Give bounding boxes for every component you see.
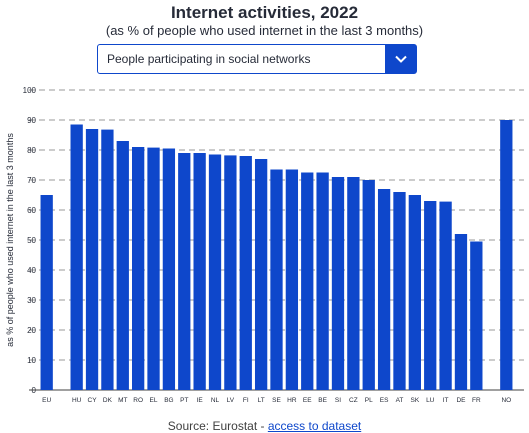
x-tick-label: ES (380, 397, 389, 404)
bar-lv (224, 155, 237, 390)
x-tick-label: LT (258, 397, 265, 404)
y-tick-label: 90 (27, 116, 36, 125)
x-tick-label: LV (227, 397, 235, 404)
bar-fr (470, 241, 483, 390)
chevron-down-icon (394, 55, 407, 63)
x-tick-label: HR (287, 397, 297, 404)
x-tick-label: LU (426, 397, 435, 404)
x-tick-label: IE (197, 397, 204, 404)
dropdown-toggle-button[interactable] (385, 45, 416, 73)
y-tick-label: 100 (23, 86, 37, 95)
x-tick-label: NL (211, 397, 220, 404)
bar-it (439, 201, 452, 390)
x-tick-label: RO (133, 397, 143, 404)
x-tick-label: AT (396, 397, 404, 404)
bar-cz (347, 177, 360, 390)
x-tick-label: EL (150, 397, 158, 404)
x-tick-label: HU (72, 397, 82, 404)
x-tick-label: PT (180, 397, 188, 404)
bar-pl (362, 180, 375, 390)
bar-sk (408, 195, 421, 390)
bar-ro (132, 147, 145, 390)
bar-se (270, 169, 283, 390)
x-tick-label: MT (118, 397, 127, 404)
x-tick-label: PL (365, 397, 373, 404)
x-tick-label: CY (88, 397, 98, 404)
x-tick-label: EE (303, 397, 312, 404)
indicator-dropdown-value[interactable]: People participating in social networks (107, 52, 311, 66)
source-note: Source: Eurostat - access to dataset (0, 419, 529, 433)
indicator-dropdown[interactable]: People participating in social networks (97, 44, 417, 74)
bar-nl (208, 154, 222, 390)
chart-title: Internet activities, 2022 (170, 3, 359, 22)
x-tick-label: BE (318, 397, 327, 404)
x-tick-label: IT (443, 397, 449, 404)
x-tick-label: EU (42, 397, 51, 404)
bar-hr (285, 169, 299, 390)
bar-de (454, 234, 468, 390)
x-tick-label: DE (456, 397, 466, 404)
y-tick-label: 80 (27, 146, 36, 155)
x-tick-label: NO (501, 397, 511, 404)
x-tick-label: CZ (349, 397, 358, 404)
y-tick-label: 60 (27, 206, 36, 215)
bar-hu (70, 124, 83, 390)
bar-be (316, 172, 329, 390)
x-tick-label: SE (272, 397, 281, 404)
bar-ee (301, 172, 314, 390)
bar-fi (239, 156, 252, 390)
bar-no (500, 120, 513, 390)
x-tick-label: SK (411, 397, 420, 404)
y-axis-title: as % of people who used internet in the … (5, 133, 15, 347)
x-tick-label: SI (335, 397, 341, 404)
y-tick-label: 40 (27, 266, 36, 275)
x-tick-label: BG (164, 397, 173, 404)
source-text: Source: Eurostat - (167, 419, 268, 433)
y-tick-label: 30 (27, 296, 36, 305)
bar-ie (193, 153, 206, 390)
bar-dk (101, 129, 114, 390)
x-tick-label: FR (472, 397, 481, 404)
bar-bg (162, 148, 176, 390)
y-tick-label: 50 (27, 236, 36, 245)
bar-mt (116, 141, 129, 390)
bar-pt (178, 153, 191, 390)
x-tick-label: DK (103, 397, 113, 404)
chart-subtitle: (as % of people who used internet in the… (105, 23, 424, 38)
bar-at (393, 192, 406, 390)
y-tick-label: 20 (27, 326, 36, 335)
bar-el (147, 147, 160, 390)
bar-es (377, 189, 391, 390)
bar-lt (254, 159, 268, 390)
bar-cy (85, 129, 99, 390)
x-tick-label: FI (243, 397, 249, 404)
access-dataset-link[interactable]: access to dataset (267, 419, 362, 433)
y-tick-label: 10 (27, 356, 36, 365)
bar-eu (40, 195, 53, 390)
bar-chart: 0102030405060708090100as % of people who… (5, 86, 524, 404)
y-tick-label: 70 (27, 176, 36, 185)
bar-si (331, 177, 345, 390)
bar-lu (424, 201, 437, 390)
